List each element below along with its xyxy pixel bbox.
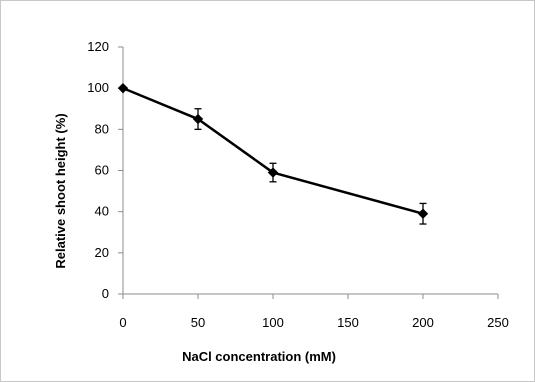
data-point (267, 167, 279, 178)
y-tick-label: 100 (87, 80, 109, 95)
y-tick-label: 120 (87, 39, 109, 54)
x-tick-label: 200 (412, 315, 434, 330)
y-tick-label: 0 (102, 286, 109, 301)
x-tick-label: 0 (119, 315, 126, 330)
y-tick-label: 60 (95, 163, 109, 178)
axes (118, 46, 499, 299)
tick-labels: 0 20 40 60 80 100 120 0 50 100 150 200 250 (87, 39, 509, 330)
series-0 (117, 82, 429, 225)
x-tick-label: 100 (262, 315, 284, 330)
data-point (417, 208, 429, 219)
y-axis-title: Relative shoot height (%) (53, 113, 68, 268)
x-tick-label: 50 (191, 315, 205, 330)
y-tick-label: 20 (95, 245, 109, 260)
x-tick-label: 150 (337, 315, 359, 330)
data-point (192, 113, 204, 125)
x-axis-title: NaCl concentration (mM) (182, 349, 336, 364)
x-tick-label: 250 (487, 315, 509, 330)
y-tick-label: 80 (95, 121, 109, 136)
series-line (122, 87, 424, 215)
data-series (117, 82, 429, 225)
data-point (117, 82, 129, 94)
y-tick-label: 40 (95, 204, 109, 219)
